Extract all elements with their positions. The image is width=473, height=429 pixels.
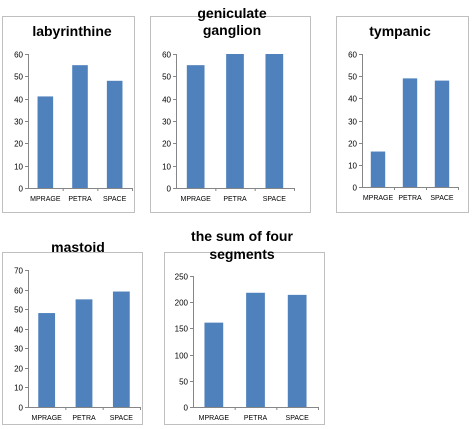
y-tick-label: 50: [14, 73, 23, 82]
x-category-label: MPRAGE: [363, 195, 394, 202]
y-tick-label: 30: [348, 118, 357, 127]
y-tick-label: 20: [14, 365, 23, 374]
y-tick-label: 0: [167, 185, 172, 194]
bar-space: [112, 291, 130, 407]
chart-5: the sum of four segments 0 50 100 150 200 250 MP…: [164, 228, 325, 425]
x-category-label: SPACE: [103, 196, 127, 203]
x-category-label: MPRAGE: [31, 415, 62, 422]
bar-petra: [246, 292, 265, 407]
chart-4: mastoid 0 10 20 30 40 50 60 70 MPRAGE PETRA SPACE: [2, 239, 143, 425]
y-tick-label: 50: [179, 378, 188, 387]
x-category-label: MPRAGE: [30, 196, 61, 203]
bar-space: [106, 80, 123, 188]
bar-petra: [226, 54, 244, 188]
y-tick-label: 20: [348, 140, 357, 149]
x-category-label: SPACE: [430, 195, 454, 202]
y-tick-label: 0: [19, 404, 24, 413]
y-tick-label: 0: [184, 404, 189, 413]
y-tick-label: 20: [162, 140, 171, 149]
x-category-label: PETRA: [68, 196, 92, 203]
y-tick-label: 50: [162, 73, 171, 82]
bar-mprage: [186, 65, 205, 188]
y-tick-label: 50: [348, 73, 357, 82]
y-tick-label: 30: [162, 118, 171, 127]
bar-space: [265, 54, 284, 188]
bar-mprage: [38, 313, 56, 407]
y-tick-label: 250: [175, 273, 189, 282]
y-tick-label: 10: [14, 163, 23, 172]
y-tick-label: 60: [14, 51, 23, 60]
y-tick-label: 60: [348, 51, 357, 60]
x-category-label: MPRAGE: [180, 196, 211, 203]
bar-mprage: [37, 96, 54, 188]
x-category-label: SPACE: [263, 196, 287, 203]
y-tick-label: 30: [14, 345, 23, 354]
y-tick-label: 0: [353, 184, 358, 193]
y-tick-label: 20: [14, 140, 23, 149]
chart-1: labyrinthine 0 10 20 30 40 50 60 MPRAGE PETRA SPAC…: [2, 16, 135, 213]
y-tick-label: 100: [175, 352, 189, 361]
chart-title-line: segments: [209, 246, 275, 262]
bar-petra: [72, 65, 88, 188]
y-tick-label: 40: [348, 95, 357, 104]
x-category-label: SPACE: [110, 415, 134, 422]
y-tick-label: 10: [162, 163, 171, 172]
x-category-label: PETRA: [223, 196, 247, 203]
bar-space: [434, 80, 450, 187]
y-tick-label: 40: [162, 96, 171, 105]
bar-mprage: [370, 151, 386, 187]
y-tick-label: 60: [162, 51, 171, 60]
y-tick-label: 30: [14, 118, 23, 127]
y-tick-label: 50: [14, 306, 23, 315]
y-tick-label: 40: [14, 326, 23, 335]
y-tick-label: 10: [14, 384, 23, 393]
y-tick-label: 40: [14, 96, 23, 105]
y-tick-label: 10: [348, 162, 357, 171]
chart-3: tympanic 0 10 20 30 40 50 60 MPRAGE PETRA SPACE: [336, 16, 469, 213]
chart-title-line: tympanic: [369, 23, 431, 39]
y-tick-label: 0: [19, 185, 24, 194]
bar-mprage: [204, 322, 224, 407]
x-category-label: PETRA: [244, 415, 268, 422]
chart-title-line: labyrinthine: [32, 23, 112, 39]
bar-petra: [402, 78, 418, 187]
x-category-label: SPACE: [286, 415, 310, 422]
bar-petra: [75, 299, 93, 407]
x-category-label: PETRA: [398, 195, 422, 202]
y-tick-label: 150: [175, 325, 189, 334]
bar-space: [287, 294, 307, 407]
x-category-label: PETRA: [72, 415, 96, 422]
chart-title-line: ganglion: [203, 22, 261, 38]
chart-title-line: the sum of four: [191, 228, 293, 244]
chart-title-line: mastoid: [51, 239, 105, 255]
chart-title-line: geniculate: [197, 5, 266, 21]
x-category-label: MPRAGE: [199, 415, 230, 422]
y-tick-label: 70: [14, 267, 23, 276]
y-tick-label: 200: [175, 299, 189, 308]
y-tick-label: 60: [14, 287, 23, 296]
